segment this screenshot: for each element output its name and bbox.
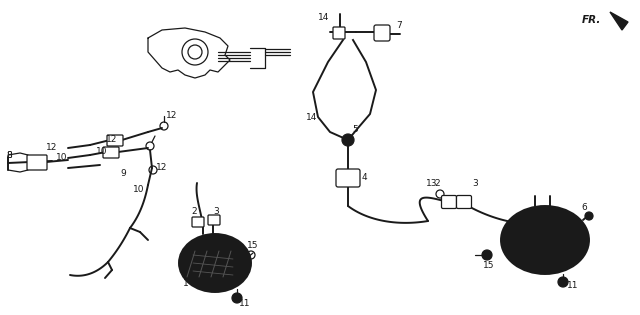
FancyBboxPatch shape [208, 215, 220, 225]
Text: 14: 14 [318, 14, 330, 22]
FancyBboxPatch shape [103, 147, 119, 158]
Circle shape [558, 277, 568, 287]
Text: 8: 8 [6, 151, 12, 159]
FancyBboxPatch shape [107, 135, 123, 146]
Circle shape [342, 134, 354, 146]
Text: 15: 15 [483, 261, 495, 271]
Text: 14: 14 [306, 112, 317, 122]
Text: 8: 8 [6, 151, 12, 159]
Circle shape [232, 293, 242, 303]
FancyBboxPatch shape [442, 196, 456, 209]
Text: 10: 10 [96, 146, 108, 156]
Text: 15: 15 [247, 240, 259, 249]
Text: 9: 9 [120, 169, 125, 177]
Circle shape [585, 212, 593, 220]
Text: 11: 11 [239, 299, 250, 307]
Circle shape [482, 250, 492, 260]
Text: 12: 12 [46, 142, 58, 152]
Text: FR.: FR. [582, 15, 602, 25]
Text: 5: 5 [352, 125, 358, 135]
Text: 12: 12 [156, 163, 168, 173]
Text: 2: 2 [434, 180, 440, 188]
FancyBboxPatch shape [456, 196, 472, 209]
Ellipse shape [501, 206, 589, 274]
Text: 2: 2 [191, 207, 196, 215]
Text: 12: 12 [166, 111, 177, 119]
Text: 3: 3 [213, 207, 219, 215]
FancyBboxPatch shape [27, 155, 47, 170]
Text: 4: 4 [362, 174, 367, 182]
Circle shape [345, 137, 351, 143]
Text: 3: 3 [472, 180, 477, 188]
Text: 12: 12 [106, 135, 117, 145]
Text: 7: 7 [396, 21, 402, 31]
Text: 13: 13 [426, 180, 438, 188]
Ellipse shape [179, 234, 251, 292]
Text: 10: 10 [133, 186, 145, 194]
Polygon shape [610, 12, 628, 30]
FancyBboxPatch shape [374, 25, 390, 41]
FancyBboxPatch shape [192, 217, 204, 227]
Text: 10: 10 [56, 153, 67, 163]
Text: 6: 6 [581, 203, 587, 213]
Text: 11: 11 [567, 282, 579, 290]
FancyBboxPatch shape [333, 27, 345, 39]
Text: 1: 1 [183, 278, 189, 288]
FancyBboxPatch shape [336, 169, 360, 187]
